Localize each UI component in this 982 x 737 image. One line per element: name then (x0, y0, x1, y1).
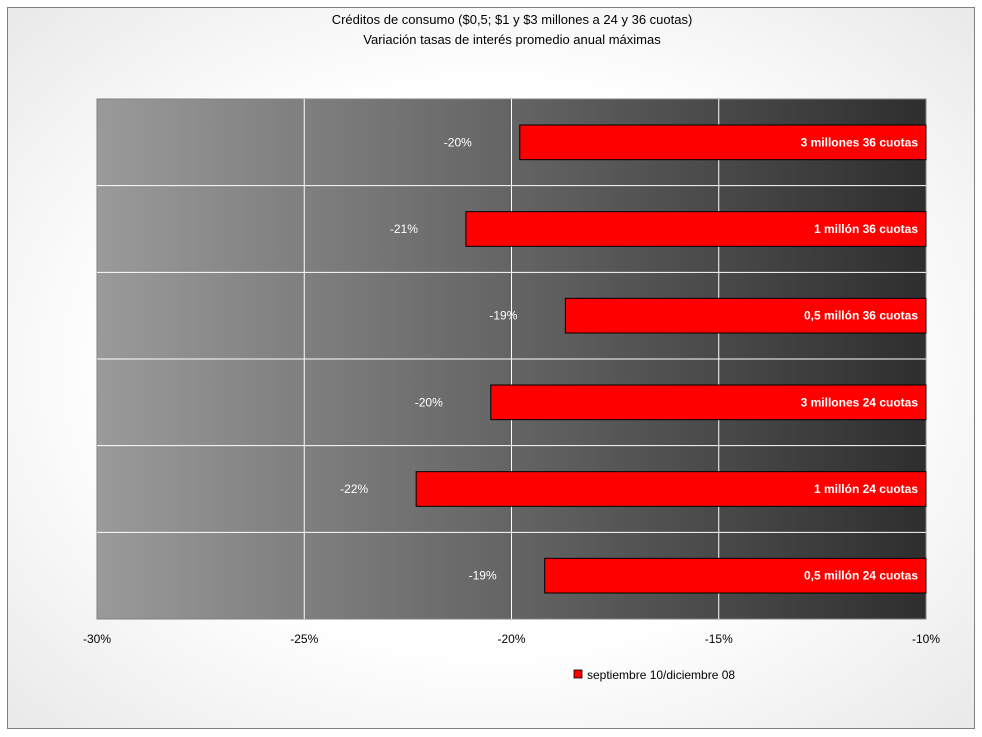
legend: septiembre 10/diciembre 08 (573, 668, 735, 682)
category-label: 3 millones 36 cuotas (801, 135, 919, 149)
x-tick-label: -15% (705, 632, 733, 646)
data-label: -20% (415, 395, 443, 409)
category-label: 1 millón 36 cuotas (814, 222, 918, 236)
labels-layer: -20% 3 millones 36 cuotas -21% 1 millón 36 … (340, 135, 918, 582)
bars-layer (415, 124, 927, 594)
x-tick-label: -30% (83, 632, 111, 646)
chart-svg: Créditos de consumo ($0,5; $1 y $3 millo… (83, 12, 940, 682)
chart-subtitle: Variación tasas de interés promedio anua… (363, 32, 661, 47)
category-label: 1 millón 24 cuotas (814, 482, 918, 496)
category-label: 3 millones 24 cuotas (801, 395, 919, 409)
x-tick-label: -20% (497, 632, 525, 646)
data-label: -20% (444, 135, 472, 149)
data-label: -22% (340, 482, 368, 496)
chart-frame: Créditos de consumo ($0,5; $1 y $3 millo… (7, 7, 975, 729)
data-label: -19% (489, 309, 517, 323)
legend-swatch (573, 669, 583, 679)
x-axis-ticks: -30% -25% -20% -15% -10% (83, 632, 940, 646)
data-label: -19% (469, 569, 497, 583)
bar (415, 471, 927, 507)
bar (519, 124, 927, 161)
legend-label: septiembre 10/diciembre 08 (587, 668, 735, 682)
x-tick-label: -25% (290, 632, 318, 646)
data-label: -21% (390, 222, 418, 236)
chart-title: Créditos de consumo ($0,5; $1 y $3 millo… (332, 12, 693, 27)
x-tick-label: -10% (912, 632, 940, 646)
grid-layer (97, 99, 926, 619)
category-label: 0,5 millón 24 cuotas (804, 569, 918, 583)
bar (465, 211, 927, 247)
bar (564, 297, 927, 334)
category-label: 0,5 millón 36 cuotas (804, 309, 918, 323)
bar (544, 557, 927, 594)
bar (490, 384, 927, 421)
